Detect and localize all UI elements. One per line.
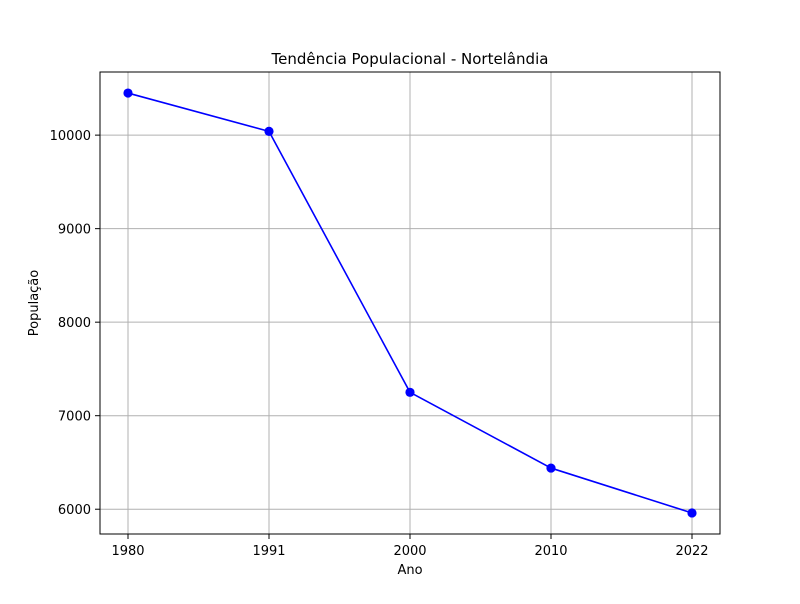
y-tick-label: 8000 xyxy=(58,316,91,331)
data-point xyxy=(546,463,556,473)
x-tick-label: 2000 xyxy=(393,544,426,559)
x-axis-label: Ano xyxy=(397,563,422,578)
y-tick-label: 9000 xyxy=(58,223,91,238)
x-tick-label: 1991 xyxy=(252,544,285,559)
x-tick-label: 2022 xyxy=(675,544,708,559)
grid-lines xyxy=(100,72,720,534)
data-point xyxy=(264,126,274,136)
y-axis-label: População xyxy=(27,270,42,337)
x-tick-label: 1980 xyxy=(111,544,144,559)
data-point xyxy=(687,508,697,518)
chart-title: Tendência Populacional - Nortelândia xyxy=(271,50,549,68)
data-point xyxy=(123,88,133,98)
y-tick-label: 10000 xyxy=(50,129,91,144)
series-layer xyxy=(123,88,697,518)
data-point xyxy=(405,387,415,397)
x-tick-label: 2010 xyxy=(534,544,567,559)
y-axis-ticks: 6000 7000 8000 9000 10000 xyxy=(50,129,100,518)
y-tick-label: 7000 xyxy=(58,410,91,425)
y-tick-label: 6000 xyxy=(58,503,91,518)
x-axis-ticks: 1980 1991 2000 2010 2022 xyxy=(111,534,709,559)
